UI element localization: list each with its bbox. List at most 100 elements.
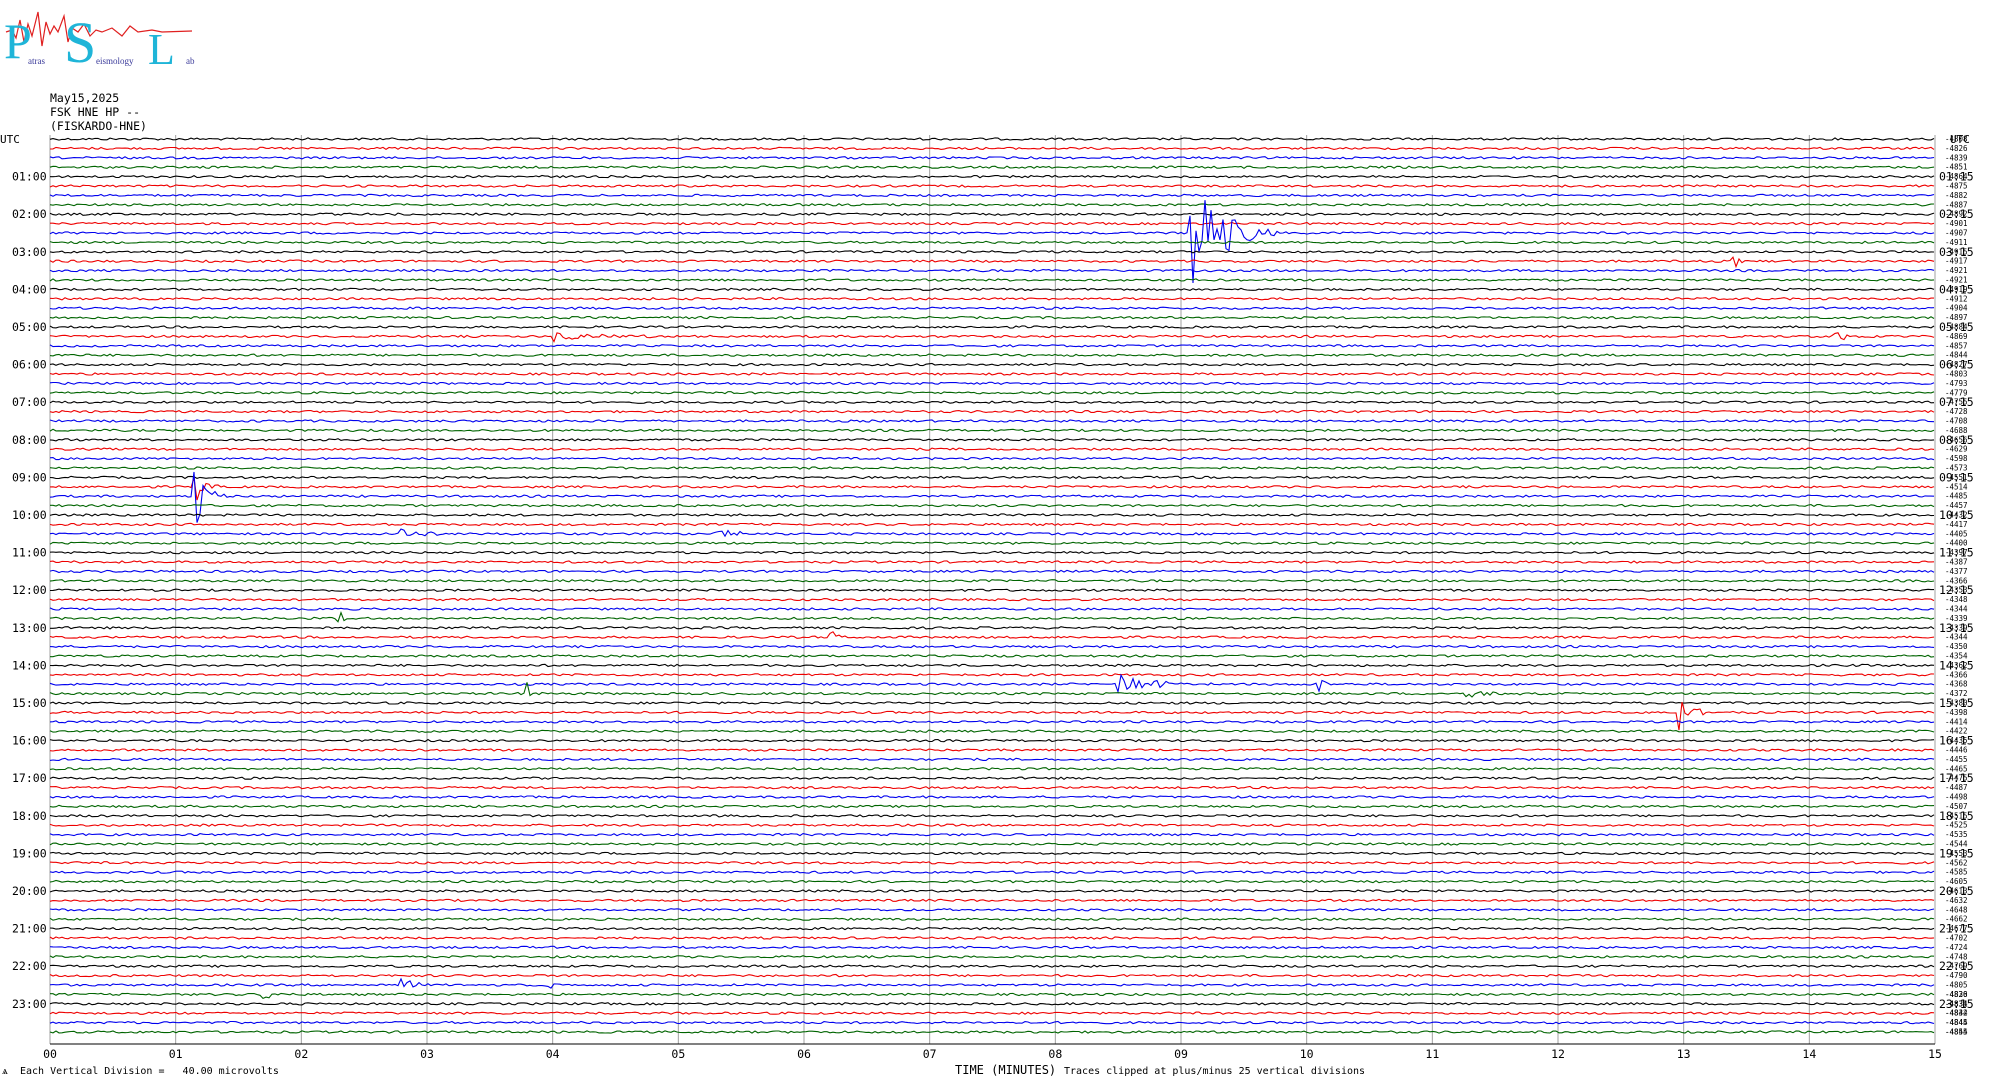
trace-12 (49, 250, 1935, 254)
x-tick-label: 13 (1677, 1047, 1691, 1061)
trace-11 (49, 240, 1935, 245)
trace-offset-label: -4507 (1945, 802, 1968, 811)
trace-5 (49, 184, 1935, 188)
trace-offset-label: -4544 (1945, 840, 1968, 849)
trace-76 (49, 851, 1935, 856)
trace-85 (49, 936, 1935, 940)
trace-37 (49, 477, 1935, 501)
trace-89 (49, 973, 1935, 978)
corner-mark: ѧ (2, 1066, 8, 1077)
trace-41 (49, 522, 1935, 527)
left-hour-label: 10:00 (12, 508, 47, 522)
logo-letter-p: P (4, 13, 32, 69)
trace-offset-label: -4339 (1945, 614, 1968, 623)
trace-18 (49, 306, 1935, 310)
trace-offset-label: -4598 (1945, 454, 1968, 463)
trace-offset-label: -4724 (1945, 943, 1968, 952)
left-hour-label: 20:00 (12, 884, 47, 898)
logo-word-1: atras (28, 56, 45, 66)
logo-word-2: eismology (96, 56, 134, 66)
trace-offset-label: -4525 (1945, 821, 1968, 830)
trace-52 (50, 626, 1935, 630)
trace-3 (49, 165, 1935, 169)
x-tick-label: 14 (1802, 1047, 1816, 1061)
trace-offset-label: -4820 (1945, 990, 1968, 999)
left-hour-label: 03:00 (12, 245, 47, 259)
trace-48 (49, 588, 1934, 592)
trace-47 (49, 579, 1935, 583)
trace-offset-label: -4553 (1945, 849, 1968, 858)
logo-letter-s: S (64, 10, 96, 70)
trace-offset-label: -4551 (1945, 473, 1968, 482)
trace-21 (49, 332, 1935, 343)
right-hour-label: 17:15 (1939, 771, 1974, 785)
trace-offset-label: -4728 (1945, 407, 1968, 416)
logo-squiggle (5, 11, 193, 47)
trace-23 (49, 353, 1935, 357)
right-hour-label: 11:15 (1939, 546, 1974, 560)
trace-offset-label: -4344 (1945, 633, 1968, 642)
header-channel: FSK HNE HP -- (50, 105, 141, 119)
trace-33 (49, 447, 1935, 451)
trace-offset-label: -4339 (1945, 623, 1968, 632)
right-hour-label: 18:15 (1939, 809, 1974, 823)
trace-32 (49, 438, 1935, 442)
trace-offset-label: -4353 (1945, 586, 1968, 595)
right-hour-label: 09:15 (1939, 470, 1974, 484)
trace-offset-label: -4387 (1945, 558, 1968, 567)
trace-69 (50, 785, 1935, 790)
logo-word-3: ab (186, 56, 195, 66)
right-utc-title: UTC (1950, 133, 1970, 146)
trace-50 (49, 607, 1935, 611)
trace-92 (49, 1002, 1935, 1006)
trace-36 (49, 475, 1935, 480)
trace-54 (49, 644, 1935, 649)
footer-offset-label: -4844 (1945, 1018, 1968, 1027)
trace-offset-label: -4629 (1945, 445, 1968, 454)
trace-offset-label: -4919 (1945, 285, 1968, 294)
trace-offset-label: -4907 (1945, 229, 1968, 238)
trace-offset-label: -4790 (1945, 971, 1968, 980)
trace-offset-label: -4515 (1945, 811, 1968, 820)
trace-offset-label: -4368 (1945, 680, 1968, 689)
trace-offset-label: -4921 (1945, 266, 1968, 275)
left-hour-label: 13:00 (12, 621, 47, 635)
header-station: (FISKARDO-HNE) (50, 119, 147, 133)
x-tick-label: 03 (420, 1047, 434, 1061)
trace-offset-label: -4892 (1945, 210, 1968, 219)
x-tick-label: 11 (1425, 1047, 1439, 1061)
trace-56 (49, 663, 1935, 668)
right-hour-label: 08:15 (1939, 433, 1974, 447)
trace-offset-label: -4350 (1945, 642, 1968, 651)
trace-17 (49, 297, 1934, 301)
left-hour-label: 11:00 (12, 546, 47, 560)
trace-offset-label: -4826 (1945, 144, 1968, 153)
trace-70 (49, 795, 1935, 799)
trace-45 (49, 560, 1935, 564)
trace-offset-label: -4904 (1945, 304, 1968, 313)
trace-offset-label: -4400 (1945, 539, 1968, 548)
trace-offset-label: -4882 (1945, 191, 1968, 200)
trace-offset-label: -4485 (1945, 492, 1968, 501)
trace-offset-label: -4901 (1945, 219, 1968, 228)
trace-offset-label: -4417 (1945, 520, 1968, 529)
trace-91 (50, 992, 1935, 1000)
left-hour-label: 12:00 (12, 583, 47, 597)
trace-offset-label: -4662 (1945, 915, 1968, 924)
trace-58 (49, 673, 1935, 694)
trace-81 (49, 898, 1935, 903)
trace-13 (49, 256, 1935, 269)
psl-logo: P S L atras eismology ab (4, 10, 195, 70)
trace-34 (49, 456, 1935, 461)
trace-offset-label: -4435 (1945, 736, 1968, 745)
right-hour-label: 14:15 (1939, 658, 1974, 672)
right-hour-label: 20:15 (1939, 884, 1974, 898)
x-tick-label: 02 (294, 1047, 308, 1061)
trace-82 (49, 908, 1935, 912)
logo-letter-l: L (148, 25, 175, 70)
trace-60 (49, 701, 1935, 705)
trace-68 (49, 776, 1935, 780)
right-hour-label: 05:15 (1939, 320, 1974, 334)
trace-offset-label: -4884 (1945, 323, 1968, 332)
left-hour-label: 07:00 (12, 395, 47, 409)
